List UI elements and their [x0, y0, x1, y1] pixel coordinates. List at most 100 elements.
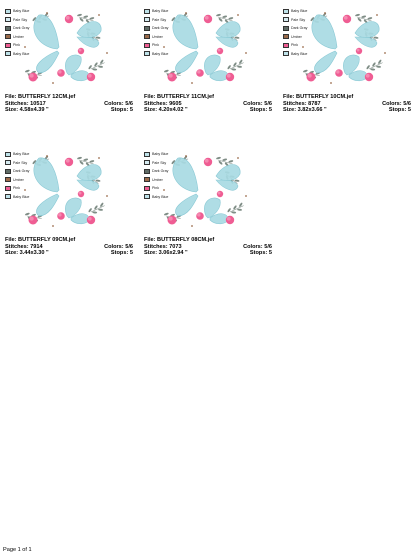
color-label: Umber — [291, 34, 302, 39]
design-size: Size: 3.82x3.66 " — [283, 107, 327, 114]
color-swatch — [144, 160, 150, 166]
file-name: File: BUTTERFLY 08CM.jef — [144, 237, 215, 243]
color-legend: Baby Blue Pale Sky Dark Gray Umber Pink Baby … — [283, 7, 323, 58]
color-label: Pink — [152, 43, 159, 48]
color-label: Dark Gray — [291, 26, 308, 31]
file-name: File: BUTTERFLY 12CM.jef — [5, 94, 76, 100]
legend-item: Dark Gray — [5, 24, 45, 33]
color-swatch — [5, 42, 11, 48]
legend-item: Baby Blue — [144, 7, 184, 16]
stitch-count: Stitches: 7914 — [5, 243, 43, 250]
color-label: Baby Blue — [13, 9, 30, 14]
color-label: Baby Blue — [152, 194, 169, 199]
legend-item: Baby Blue — [5, 7, 45, 16]
design-size: Size: 3.44x3.30 " — [5, 250, 49, 257]
color-count: Colors: 5/6 — [104, 100, 133, 107]
color-swatch — [144, 151, 150, 157]
design-card: Baby Blue Pale Sky Dark Gray Umber Pink Baby … — [5, 150, 133, 262]
legend-item: Baby Blue — [144, 150, 184, 159]
design-card: Baby Blue Pale Sky Dark Gray Umber Pink Baby … — [144, 7, 272, 119]
color-swatch — [283, 17, 289, 23]
legend-item: Dark Gray — [5, 167, 45, 176]
color-label: Umber — [152, 177, 163, 182]
color-swatch — [5, 8, 11, 14]
legend-item: Baby Blue — [283, 7, 323, 16]
color-swatch — [144, 17, 150, 23]
stop-count: Stops: 5 — [249, 107, 272, 114]
color-swatch — [5, 194, 11, 200]
color-swatch — [144, 194, 150, 200]
stitch-count: Stitches: 7073 — [144, 243, 182, 250]
color-swatch — [5, 151, 11, 157]
butterfly-embroidery-preview — [163, 12, 247, 84]
color-count: Colors: 5/6 — [243, 100, 272, 107]
color-swatch — [283, 51, 289, 57]
color-swatch — [5, 25, 11, 31]
color-swatch — [5, 160, 11, 166]
stop-count: Stops: 5 — [110, 107, 133, 114]
legend-item: Umber — [283, 33, 323, 42]
color-label: Dark Gray — [13, 26, 30, 31]
color-swatch — [144, 168, 150, 174]
legend-item: Umber — [144, 176, 184, 185]
legend-item: Dark Gray — [283, 24, 323, 33]
legend-item: Baby Blue — [144, 193, 184, 202]
color-swatch — [5, 177, 11, 183]
color-swatch — [5, 51, 11, 57]
stop-count: Stops: 5 — [388, 107, 411, 114]
color-label: Pink — [291, 43, 298, 48]
legend-item: Baby Blue — [5, 193, 45, 202]
butterfly-embroidery-preview — [24, 155, 108, 227]
legend-item: Umber — [144, 33, 184, 42]
color-label: Pale Sky — [13, 160, 28, 165]
color-swatch — [144, 177, 150, 183]
color-label: Dark Gray — [152, 26, 169, 31]
color-label: Pale Sky — [152, 17, 167, 22]
legend-item: Dark Gray — [144, 24, 184, 33]
color-label: Umber — [152, 34, 163, 39]
color-label: Pale Sky — [291, 17, 306, 22]
color-swatch — [144, 185, 150, 191]
page-number: Page 1 of 1 — [3, 547, 32, 553]
legend-item: Pale Sky — [283, 16, 323, 25]
color-label: Baby Blue — [13, 194, 30, 199]
color-swatch — [283, 25, 289, 31]
design-card: Baby Blue Pale Sky Dark Gray Umber Pink Baby … — [283, 7, 411, 119]
legend-item: Pink — [5, 184, 45, 193]
color-swatch — [144, 34, 150, 40]
legend-item: Pale Sky — [5, 16, 45, 25]
design-info: File: BUTTERFLY 10CM.jef Stitches: 8787 C… — [283, 94, 411, 114]
color-label: Baby Blue — [13, 51, 30, 56]
legend-item: Pink — [144, 41, 184, 50]
legend-item: Pink — [283, 41, 323, 50]
color-label: Dark Gray — [13, 169, 30, 174]
color-swatch — [5, 185, 11, 191]
stitch-count: Stitches: 9605 — [144, 100, 182, 107]
legend-item: Baby Blue — [144, 50, 184, 59]
legend-item: Pink — [5, 41, 45, 50]
design-size: Size: 4.58x4.39 " — [5, 107, 49, 114]
color-swatch — [283, 8, 289, 14]
color-legend: Baby Blue Pale Sky Dark Gray Umber Pink Baby … — [5, 150, 45, 201]
color-swatch — [283, 42, 289, 48]
color-label: Pink — [13, 43, 20, 48]
color-swatch — [5, 168, 11, 174]
legend-item: Pale Sky — [144, 159, 184, 168]
file-name: File: BUTTERFLY 09CM.jef — [5, 237, 76, 243]
legend-item: Pale Sky — [5, 159, 45, 168]
legend-item: Umber — [5, 33, 45, 42]
color-swatch — [144, 42, 150, 48]
design-info: File: BUTTERFLY 12CM.jef Stitches: 10517… — [5, 94, 133, 114]
color-count: Colors: 5/6 — [382, 100, 411, 107]
color-legend: Baby Blue Pale Sky Dark Gray Umber Pink Baby … — [144, 150, 184, 201]
color-swatch — [5, 34, 11, 40]
color-label: Pale Sky — [13, 17, 28, 22]
color-swatch — [283, 34, 289, 40]
file-name: File: BUTTERFLY 10CM.jef — [283, 94, 354, 100]
color-label: Pink — [13, 186, 20, 191]
color-legend: Baby Blue Pale Sky Dark Gray Umber Pink Baby … — [144, 7, 184, 58]
legend-item: Pink — [144, 184, 184, 193]
color-label: Baby Blue — [152, 51, 169, 56]
color-swatch — [144, 25, 150, 31]
design-info: File: BUTTERFLY 08CM.jef Stitches: 7073 C… — [144, 237, 272, 257]
